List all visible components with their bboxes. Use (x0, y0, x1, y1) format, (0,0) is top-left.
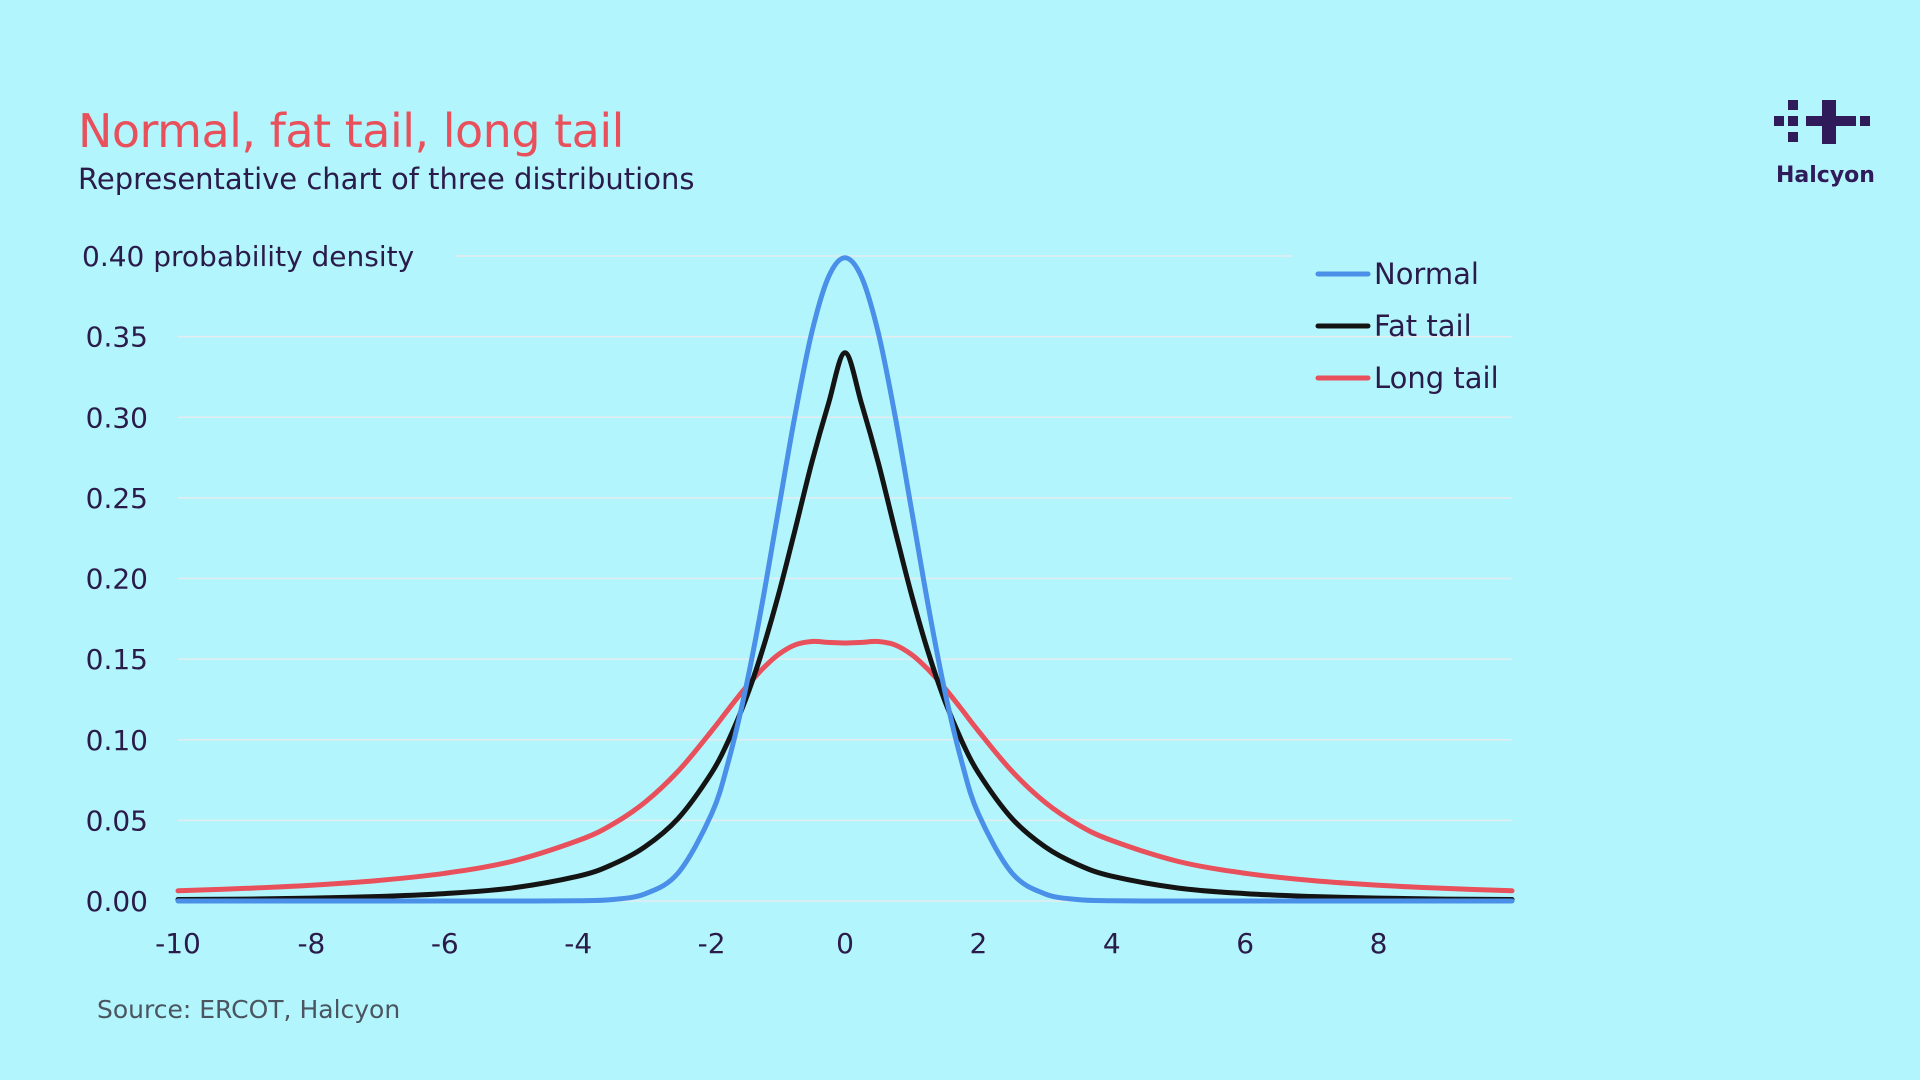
y-tick-label: 0.15 (86, 643, 148, 676)
x-tick-label: -8 (297, 927, 325, 960)
y-tick-label: 0.35 (86, 321, 148, 354)
source-note: Source: ERCOT, Halcyon (97, 995, 401, 1024)
x-tick-label: -4 (564, 927, 592, 960)
y-tick-label: 0.00 (86, 885, 148, 918)
y-tick-label: 0.30 (86, 401, 148, 434)
chart-subtitle: Representative chart of three distributi… (78, 162, 695, 196)
x-tick-label: 6 (1236, 927, 1254, 960)
x-tick-label: 2 (969, 927, 987, 960)
x-tick-label: -10 (155, 927, 201, 960)
legend: Normal Fat tail Long tail (1315, 257, 1499, 395)
legend-label-normal: Normal (1374, 257, 1479, 291)
x-tick-label: 8 (1370, 927, 1388, 960)
brand-name: Halcyon (1776, 163, 1875, 188)
y-tick-label: 0.20 (86, 563, 148, 596)
y-tick-label: 0.40 probability density (82, 240, 414, 273)
x-tick-label: 4 (1103, 927, 1121, 960)
x-tick-label: -6 (431, 927, 459, 960)
series-line-fat-tail (175, 350, 1515, 902)
series-line-long-tail (175, 638, 1515, 894)
series-line-normal (175, 255, 1515, 904)
y-tick-label: 0.05 (86, 804, 148, 837)
y-tick-label: 0.25 (86, 482, 148, 515)
x-axis-ticks: -10 -8 -6 -4 -2 0 2 4 6 8 (155, 927, 1387, 960)
chart-title: Normal, fat tail, long tail (78, 104, 624, 158)
series-lines (175, 255, 1515, 904)
x-tick-label: -2 (698, 927, 726, 960)
legend-label-long-tail: Long tail (1374, 361, 1499, 395)
halcyon-logo-icon (1774, 100, 1870, 144)
x-tick-label: 0 (836, 927, 854, 960)
legend-label-fat-tail: Fat tail (1374, 309, 1472, 343)
y-tick-label: 0.10 (86, 724, 148, 757)
y-axis-ticks: 0.00 0.05 0.10 0.15 0.20 0.25 0.30 0.35 0.40 pro… (82, 240, 414, 918)
